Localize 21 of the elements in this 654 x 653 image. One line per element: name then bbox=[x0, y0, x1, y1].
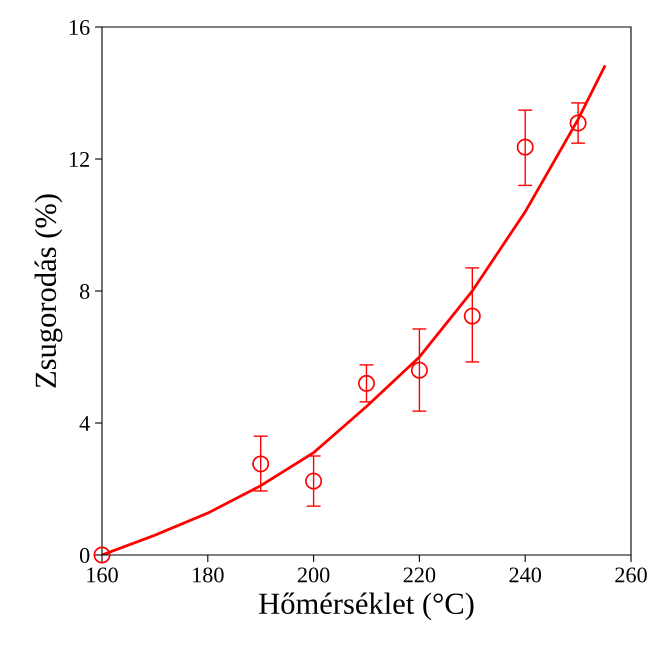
y-axis-title: Zsugorodás (%) bbox=[34, 194, 62, 388]
x-tick-label: 220 bbox=[404, 567, 436, 582]
point bbox=[358, 374, 375, 392]
y-tick-label: 12 bbox=[70, 152, 89, 167]
point bbox=[252, 455, 270, 472]
y-tick-label: 16 bbox=[70, 20, 90, 35]
point bbox=[410, 362, 428, 379]
point bbox=[570, 114, 587, 132]
y-tick-label: 8 bbox=[80, 284, 90, 299]
x-tick-label: 200 bbox=[298, 567, 330, 582]
x-tick-label: 160 bbox=[87, 567, 118, 582]
point bbox=[516, 138, 534, 156]
y-tick-label: 0 bbox=[80, 548, 90, 563]
point bbox=[305, 472, 322, 490]
x-tick-label: 180 bbox=[193, 567, 224, 582]
y-tick-label: 4 bbox=[80, 416, 90, 431]
point bbox=[94, 546, 110, 564]
x-tick-label: 240 bbox=[510, 567, 542, 582]
x-tick-label: 260 bbox=[615, 567, 647, 582]
point bbox=[464, 308, 481, 325]
x-axis-title: Hőmérséklet (°C) bbox=[259, 592, 474, 620]
